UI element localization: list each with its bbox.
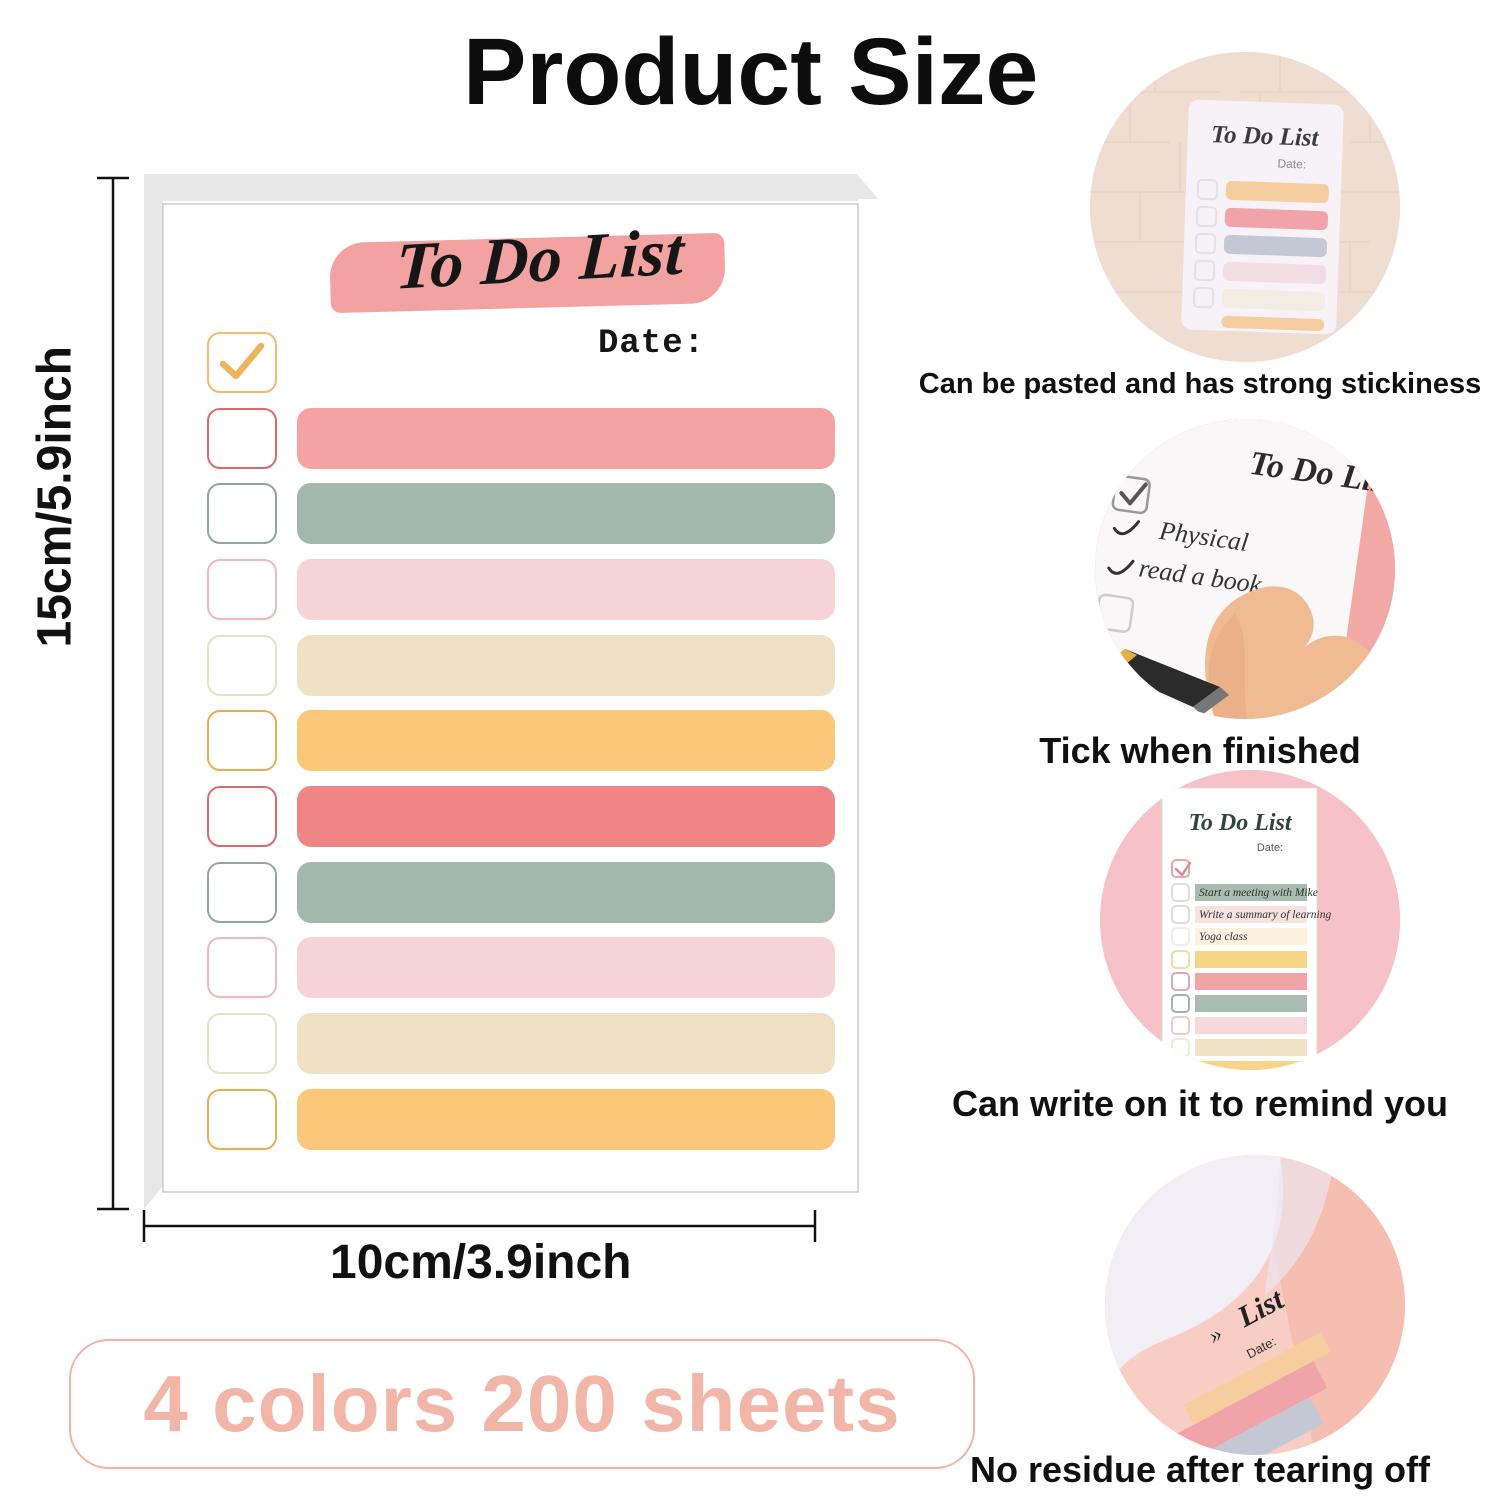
svg-text:To Do List: To Do List xyxy=(1188,810,1292,836)
svg-text:Date:: Date: xyxy=(1277,157,1306,172)
svg-text:Yoga class: Yoga class xyxy=(1199,931,1248,943)
svg-text:To Do List: To Do List xyxy=(1211,121,1320,152)
svg-text:Date:: Date: xyxy=(1257,842,1283,854)
svg-text:Write a summary of learning: Write a summary of learning xyxy=(1199,909,1331,921)
svg-text:Start a meeting with Mike: Start a meeting with Mike xyxy=(1199,887,1318,899)
